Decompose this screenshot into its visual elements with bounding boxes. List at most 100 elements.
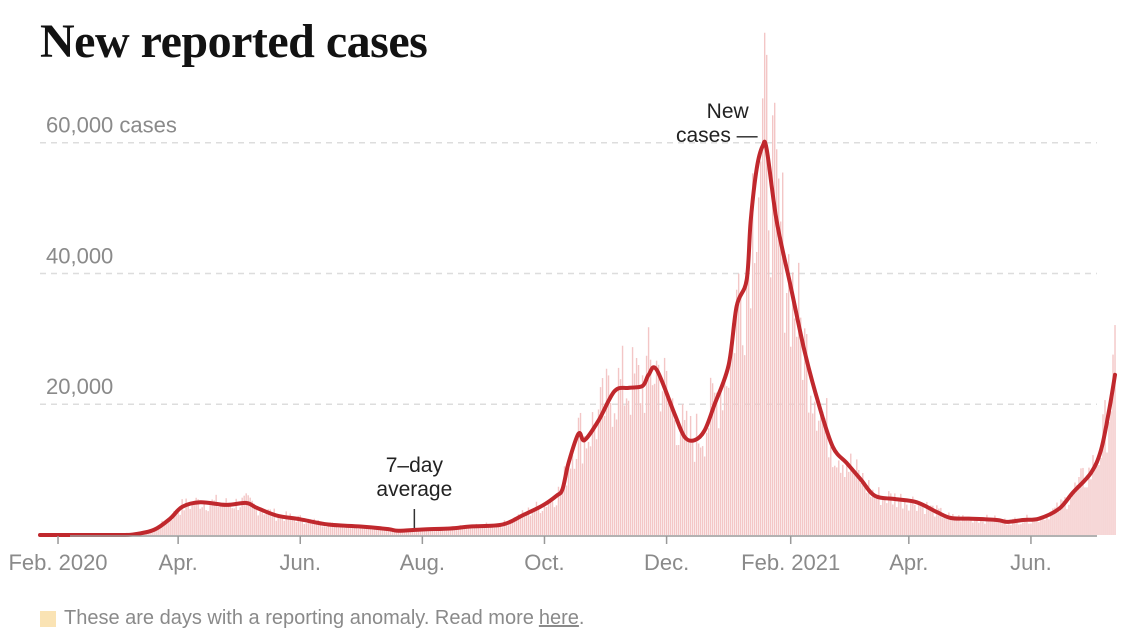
daily-bar (830, 447, 832, 535)
daily-bar (365, 528, 368, 535)
daily-bar (777, 178, 780, 535)
daily-bar (391, 530, 394, 535)
daily-bar (665, 370, 668, 535)
daily-bar (295, 522, 297, 535)
daily-bar (341, 525, 343, 535)
daily-bar (976, 519, 978, 535)
daily-bar (467, 525, 470, 535)
daily-bar (703, 456, 706, 535)
daily-bar (834, 465, 836, 535)
daily-bar (1034, 518, 1036, 535)
daily-bar (409, 530, 412, 535)
daily-bar (870, 496, 872, 535)
daily-bar (367, 527, 370, 535)
daily-bar (175, 514, 177, 535)
daily-bar (828, 457, 830, 535)
daily-bar (886, 503, 888, 535)
daily-bar (513, 517, 516, 535)
daily-bar (721, 410, 724, 535)
daily-bar (1062, 500, 1064, 535)
daily-bar (741, 345, 744, 535)
daily-bar (792, 272, 794, 535)
daily-bar (575, 458, 578, 535)
daily-bar (1106, 452, 1108, 535)
daily-bar (802, 379, 804, 535)
daily-bar (385, 528, 388, 535)
daily-bar (968, 519, 970, 535)
daily-bar (1014, 517, 1016, 535)
daily-bar (333, 526, 335, 535)
daily-bar (715, 392, 718, 535)
x-tick-label: Feb. 2020 (8, 550, 107, 575)
daily-bar (339, 526, 341, 535)
daily-bar (509, 521, 512, 535)
daily-bar (944, 517, 946, 535)
daily-bar (806, 334, 808, 535)
daily-bar (1066, 509, 1068, 535)
daily-bar (900, 493, 902, 535)
daily-bar (1028, 523, 1030, 535)
daily-bar (838, 460, 840, 535)
x-tick-label: Feb. 2021 (741, 550, 840, 575)
daily-bar (1078, 477, 1080, 535)
daily-bar (878, 487, 880, 535)
daily-bar (487, 524, 490, 535)
daily-bar (804, 328, 806, 535)
daily-bar (974, 519, 976, 535)
daily-bar (1040, 519, 1042, 535)
daily-bar (443, 527, 446, 535)
y-tick-label: 20,000 (46, 374, 113, 399)
daily-bar (874, 496, 876, 535)
daily-bar (445, 526, 448, 535)
daily-bar (657, 364, 660, 535)
daily-bar (964, 517, 966, 535)
daily-bar (717, 428, 720, 535)
daily-bar (1102, 414, 1104, 535)
daily-bar (181, 499, 183, 535)
y-axis-labels: 20,000 40,000 60,000 cases (46, 113, 177, 400)
daily-bar (361, 528, 364, 535)
daily-bar (1020, 524, 1022, 535)
x-tick-label: Jun. (1010, 550, 1052, 575)
daily-bar (219, 504, 221, 535)
daily-bar (1070, 498, 1072, 535)
daily-bar (553, 507, 556, 535)
daily-bar (836, 467, 838, 535)
daily-bar (1024, 521, 1026, 535)
daily-bar (621, 345, 624, 535)
daily-bar (581, 463, 584, 535)
daily-bar (775, 149, 778, 535)
daily-bar (894, 493, 896, 535)
daily-bar (383, 527, 386, 535)
daily-bar (1086, 487, 1088, 535)
daily-bar (607, 375, 610, 535)
daily-bar (1084, 487, 1086, 535)
daily-bar (499, 525, 502, 535)
daily-bar (994, 515, 996, 535)
daily-bar (713, 392, 716, 535)
daily-bar (273, 508, 275, 535)
daily-bar (814, 401, 816, 535)
daily-bar (711, 383, 714, 535)
daily-bar (263, 514, 265, 535)
daily-bar (589, 446, 592, 535)
daily-bar (707, 428, 710, 535)
daily-bar (441, 527, 444, 535)
daily-bar (629, 414, 632, 535)
daily-bar (223, 505, 225, 535)
daily-bar (763, 32, 766, 535)
daily-bar (235, 498, 237, 535)
daily-bar (739, 292, 742, 535)
daily-bar (936, 505, 938, 535)
daily-bar (567, 465, 570, 535)
daily-bar (345, 526, 347, 535)
daily-bar (647, 327, 650, 535)
daily-bar (533, 510, 536, 535)
daily-bar (928, 508, 930, 535)
daily-bar (353, 527, 355, 535)
daily-bar (942, 517, 944, 535)
read-more-link[interactable]: here (538, 607, 579, 629)
daily-bar (191, 501, 193, 535)
daily-bar (996, 522, 998, 535)
daily-bar (956, 519, 958, 535)
